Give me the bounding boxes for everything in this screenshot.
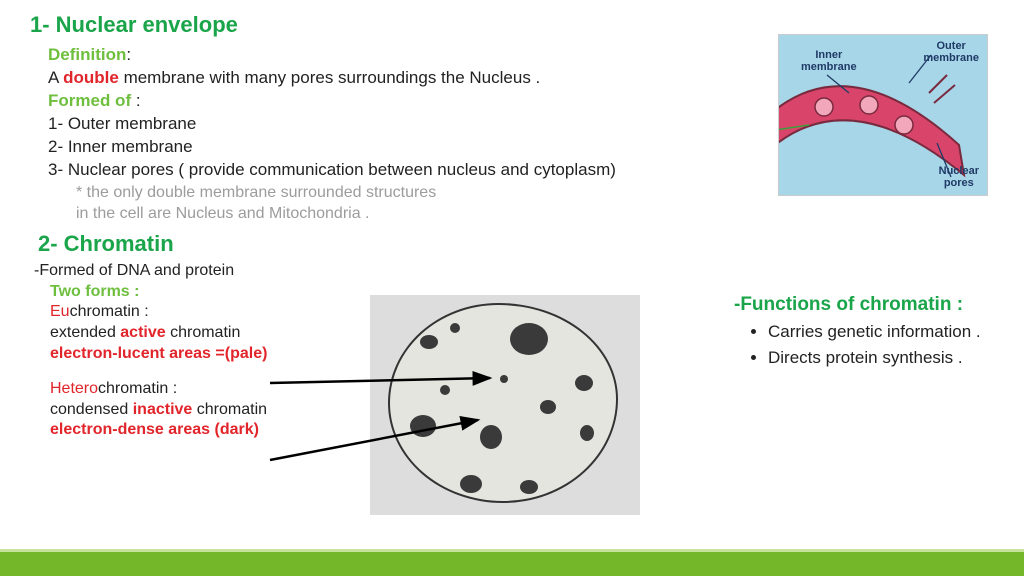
- formed-label: Formed of: [48, 91, 131, 110]
- eu-desc-post: chromatin: [166, 324, 241, 341]
- micrograph-blob: [510, 323, 548, 355]
- def-highlight: double: [63, 68, 119, 87]
- het-desc-hl: inactive: [133, 401, 193, 418]
- micrograph-blob: [540, 400, 556, 414]
- eu-prefix: Eu: [50, 303, 70, 320]
- micrograph-blob: [460, 475, 482, 493]
- het-rest: chromatin :: [98, 380, 177, 397]
- micrograph-blob: [520, 480, 538, 494]
- micrograph-blob: [580, 425, 594, 441]
- diagram-label-outer: Outermembrane: [923, 40, 979, 64]
- eu-desc-pre: extended: [50, 324, 120, 341]
- micrograph-blob: [420, 335, 438, 349]
- het-desc-pre: condensed: [50, 401, 133, 418]
- micrograph-blob: [500, 375, 508, 383]
- micrograph-blob: [410, 415, 436, 437]
- function-item-1: Carries genetic information .: [768, 320, 996, 344]
- het-prefix: Hetero: [50, 380, 98, 397]
- footer-bar: [0, 552, 1024, 576]
- function-item-2: Directs protein synthesis .: [768, 346, 996, 370]
- functions-block: -Functions of chromatin : Carries geneti…: [734, 294, 996, 372]
- section2-title: 2- Chromatin: [30, 231, 994, 257]
- diagram-label-pores: Nuclearpores: [939, 165, 979, 189]
- definition-label: Definition: [48, 45, 126, 64]
- colon: :: [126, 45, 131, 64]
- het-desc-post: chromatin: [192, 401, 267, 418]
- micrograph-blob: [440, 385, 450, 395]
- eu-desc-hl: active: [120, 324, 165, 341]
- eu-rest: chromatin :: [70, 303, 149, 320]
- def-pre: A: [48, 68, 63, 87]
- micrograph-blob: [575, 375, 593, 391]
- micrograph-blob: [450, 323, 460, 333]
- functions-title: -Functions of chromatin :: [734, 294, 996, 316]
- slide: 1- Nuclear envelope Definition: A double…: [0, 0, 1024, 576]
- micrograph-blob: [480, 425, 502, 449]
- membrane-diagram: Outermembrane Innermembrane Nuclearpores: [778, 34, 988, 196]
- micrograph-cell: [388, 303, 618, 503]
- def-post: membrane with many pores surroundings th…: [119, 68, 540, 87]
- chromatin-line1: -Formed of DNA and protein: [34, 261, 994, 282]
- formed-colon: :: [131, 91, 140, 110]
- micrograph: [370, 295, 640, 515]
- diagram-label-inner: Innermembrane: [801, 49, 857, 73]
- note-line2: in the cell are Nucleus and Mitochondria…: [48, 203, 994, 225]
- functions-list: Carries genetic information . Directs pr…: [734, 320, 996, 370]
